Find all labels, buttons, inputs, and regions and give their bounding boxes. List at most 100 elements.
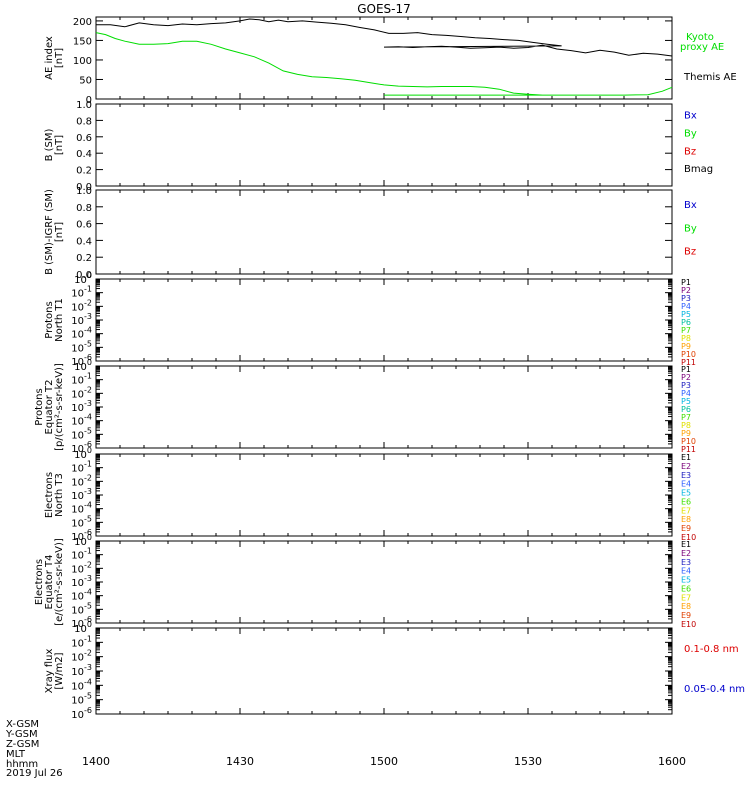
x-tick-label: 1400 [82, 755, 110, 768]
legend-entry: Themis AE [683, 72, 737, 83]
y-axis-label: [nT] [54, 222, 65, 242]
y-tick-label: 0.2 [76, 166, 92, 177]
y-tick-label: 0.4 [76, 149, 92, 160]
y-tick-exponent: -6 [84, 706, 92, 715]
legend-entry: E5 [681, 489, 691, 498]
x-tick-label: 1430 [226, 755, 254, 768]
y-tick-label: 0.0 [76, 270, 92, 281]
legend-entry: P5 [681, 397, 691, 406]
y-tick-exponent: -2 [84, 473, 92, 482]
legend-entry: E1 [681, 540, 691, 549]
y-axis-label: B (SM) [44, 128, 55, 161]
y-tick-exponent: -1 [84, 460, 92, 469]
legend-entry: E9 [681, 611, 691, 620]
y-tick-label: 10-6 [71, 706, 92, 721]
legend-entry: P1 [681, 365, 691, 374]
y-tick-exponent: -2 [84, 649, 92, 658]
legend-entry: E3 [681, 558, 691, 567]
x-tick-label: 1500 [370, 755, 398, 768]
y-tick-label: 0.6 [76, 220, 92, 231]
panel-frame [95, 16, 673, 100]
legend-entry: E2 [681, 549, 691, 558]
panel-frame [95, 103, 673, 187]
legend-entry: Bmag [684, 164, 713, 175]
y-tick-exponent: -6 [84, 353, 92, 362]
legend-entry: Kyoto [686, 32, 714, 43]
y-tick-exponent: -2 [84, 560, 92, 569]
y-tick-exponent: 0 [87, 358, 92, 367]
legend-entry: E5 [681, 576, 691, 585]
y-axis-label: Electrons [34, 559, 45, 605]
legend-entry: Bz [684, 146, 696, 157]
legend-entry: E10 [681, 620, 696, 629]
y-tick-exponent: -6 [84, 440, 92, 449]
legend-entry: E7 [681, 593, 691, 602]
y-tick-exponent: 0 [87, 271, 92, 280]
y-tick-exponent: -5 [84, 601, 92, 610]
y-tick-label: 100 [73, 56, 92, 67]
y-axis-label: North T1 [54, 298, 65, 342]
y-axis-label: North T3 [54, 473, 65, 517]
legend-entry: E4 [681, 567, 691, 576]
y-tick-exponent: -1 [84, 634, 92, 643]
y-tick-label: 10-3 [71, 663, 92, 678]
x-tick-label: 1530 [514, 755, 542, 768]
legend-entry: P2 [681, 286, 691, 295]
y-tick-exponent: -1 [84, 285, 92, 294]
legend-entry: P3 [681, 381, 691, 390]
legend-entry: P9 [681, 342, 691, 351]
y-tick-label: 50 [79, 75, 92, 86]
legend-entry: P8 [681, 421, 691, 430]
y-tick-exponent: -6 [84, 528, 92, 537]
legend-entry: E6 [681, 497, 691, 506]
y-tick-exponent: -4 [84, 413, 92, 422]
y-tick-exponent: -1 [84, 372, 92, 381]
y-tick-label: 0.0 [76, 182, 92, 193]
y-tick-exponent: 0 [87, 533, 92, 542]
panel-3: 0.0 0.2 0.4 0.6 0.8 1.0 B (SM)-IGRF (SM) [nT] Bx… [44, 186, 697, 281]
y-tick-exponent: -5 [84, 692, 92, 701]
y-axis-label: [nT] [54, 48, 65, 68]
x-row-label: Z-GSM [6, 739, 39, 750]
series-kyoto-proxy-ae [95, 32, 673, 96]
y-tick-label: 0.8 [76, 203, 92, 214]
legend-entry: By [684, 223, 697, 234]
y-tick-exponent: -3 [84, 574, 92, 583]
legend-entry: Bx [684, 200, 697, 211]
y-axis-label: Xray flux [44, 649, 55, 694]
y-tick-exponent: -4 [84, 501, 92, 510]
y-tick-label: 10-5 [71, 692, 92, 707]
legend-entry: E9 [681, 524, 691, 533]
legend-entry: Bz [684, 247, 696, 258]
y-tick-exponent: -2 [84, 298, 92, 307]
panel-frame [95, 453, 673, 537]
y-tick-exponent: -5 [84, 514, 92, 523]
y-tick-label: 10-1 [71, 634, 92, 649]
legend-entry: P1 [681, 278, 691, 287]
y-tick-exponent: -5 [84, 426, 92, 435]
y-tick-exponent: -6 [84, 615, 92, 624]
y-tick-exponent: -3 [84, 663, 92, 672]
legend-entry: proxy AE [680, 42, 724, 53]
x-row-label: X-GSM [6, 719, 39, 730]
legend-entry: E10 [681, 533, 696, 542]
plot-title: GOES-17 [357, 2, 411, 16]
legend-entry: E7 [681, 506, 691, 515]
x-row-label: MLT [6, 749, 26, 760]
y-axis-label: [W/m2] [54, 652, 65, 689]
legend-entry: P8 [681, 334, 691, 343]
x-row-label: hhmm [6, 759, 38, 770]
legend-entry: 0.1-0.8 nm [684, 644, 739, 655]
legend-entry: P7 [681, 326, 691, 335]
legend-entry: P11 [681, 358, 696, 367]
legend-entry: E4 [681, 480, 691, 489]
legend-entry: P4 [681, 389, 691, 398]
y-axis-label: [p/(cm²-s-sr-keV)] [54, 363, 65, 451]
legend-entry: P7 [681, 413, 691, 422]
legend-entry: E2 [681, 462, 691, 471]
